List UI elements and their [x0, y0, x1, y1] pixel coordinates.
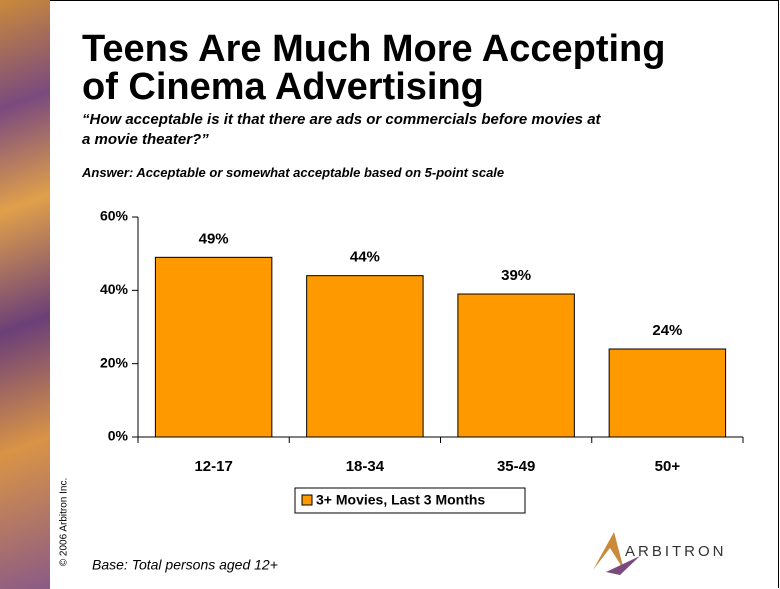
answer: Answer: Acceptable or somewhat acceptabl…	[82, 165, 505, 180]
logo: ARBITRON	[625, 543, 727, 560]
y-tick-label: 0%	[108, 428, 129, 444]
legend-label: 3+ Movies, Last 3 Months	[316, 492, 485, 508]
decor-strip	[0, 0, 50, 589]
y-tick-label: 60%	[100, 208, 129, 224]
frame	[50, 0, 779, 588]
logo-mark	[593, 532, 624, 570]
legend-box	[294, 487, 526, 514]
value-label: 24%	[652, 322, 682, 339]
subtitle: “How acceptable is it that there are ads…	[82, 111, 601, 128]
legend-swatch	[301, 494, 313, 506]
bar	[306, 275, 424, 438]
bar	[608, 348, 727, 438]
copyright: © 2006 Arbitron Inc.	[59, 478, 70, 567]
bar	[154, 256, 273, 438]
y-tick-label: 40%	[100, 281, 129, 297]
logo-mark	[606, 556, 640, 575]
bar	[457, 293, 575, 438]
x-tick-label: 35-49	[497, 458, 535, 475]
x-tick-label: 50+	[655, 458, 681, 475]
x-tick-label: 12-17	[194, 458, 232, 475]
value-label: 39%	[501, 267, 531, 284]
x-tick-label: 18-34	[346, 458, 385, 475]
note: Base: Total persons aged 12+	[92, 557, 278, 573]
y-tick-label: 20%	[100, 354, 129, 370]
chart-title: Teens Are Much More Accepting	[82, 28, 666, 70]
value-label: 49%	[199, 230, 229, 247]
value-label: 44%	[350, 249, 380, 266]
chart-title: of Cinema Advertising	[82, 66, 484, 108]
subtitle: a movie theater?”	[82, 131, 209, 148]
